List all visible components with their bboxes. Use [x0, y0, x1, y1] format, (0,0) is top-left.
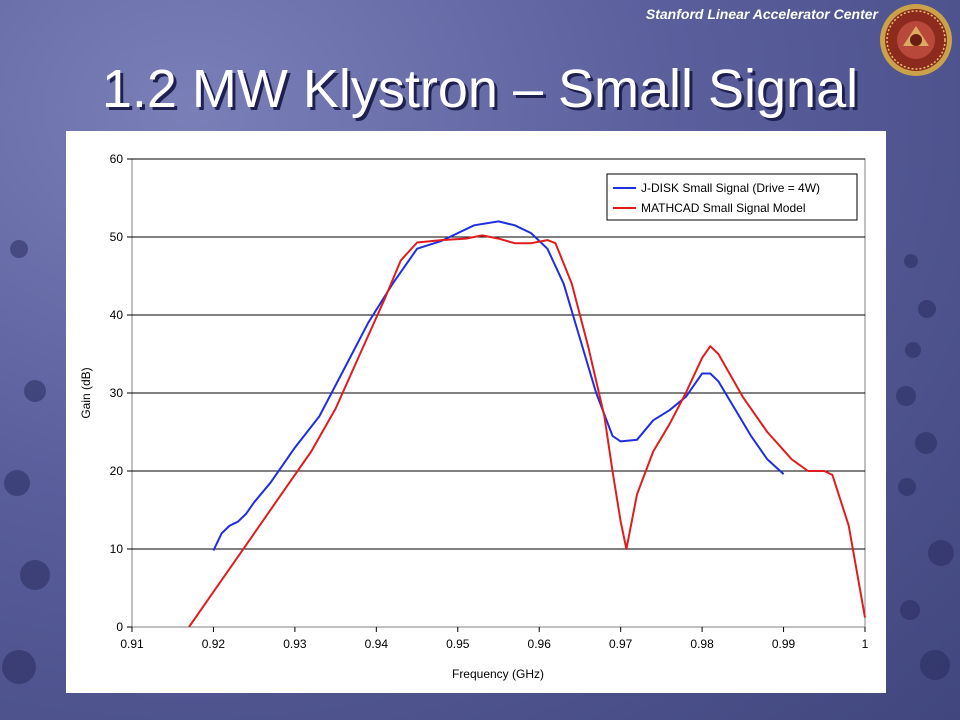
- x-tick-label: 1: [862, 637, 869, 651]
- x-tick-label: 0.92: [202, 637, 226, 651]
- organization-header: Stanford Linear Accelerator Center: [645, 6, 878, 22]
- slide-title: 1.2 MW Klystron – Small Signal: [101, 59, 859, 119]
- legend-label-series-2: MATHCAD Small Signal Model: [641, 201, 806, 215]
- series-line-2: [188, 234, 866, 628]
- x-tick-label: 0.93: [283, 637, 307, 651]
- y-tick-label: 10: [110, 542, 124, 556]
- x-axis-label: Frequency (GHz): [452, 667, 544, 681]
- y-axis-label: Gain (dB): [79, 367, 93, 418]
- y-tick-label: 20: [110, 464, 124, 478]
- x-tick-label: 0.96: [528, 637, 552, 651]
- y-tick-label: 30: [110, 386, 124, 400]
- y-tick-label: 60: [110, 152, 124, 166]
- legend-box: [606, 173, 858, 221]
- slac-seal-icon: [880, 4, 952, 76]
- chart-panel: 0 10 20 30 40 50 60 0.91 0.92 0.93 0.94 0.95 0.96 0.…: [66, 131, 886, 693]
- y-tick-label: 0: [116, 620, 123, 634]
- x-tick-label: 0.95: [446, 637, 470, 651]
- legend-label-series-1: J-DISK Small Signal (Drive = 4W): [641, 181, 820, 195]
- x-tick-label: 0.99: [772, 637, 796, 651]
- y-tick-label: 50: [110, 230, 124, 244]
- legend: J-DISK Small Signal (Drive = 4W) MATHCAD…: [606, 173, 858, 221]
- x-tick-label: 0.98: [690, 637, 714, 651]
- series-line-1: [212, 220, 785, 552]
- x-tick-label: 0.94: [365, 637, 389, 651]
- gain-vs-frequency-chart: 0 10 20 30 40 50 60 0.91 0.92 0.93 0.94 0.95 0.96 0.…: [79, 152, 869, 681]
- y-tick-label: 40: [110, 308, 124, 322]
- x-tick-label: 0.97: [609, 637, 633, 651]
- x-tick-label: 0.91: [120, 637, 144, 651]
